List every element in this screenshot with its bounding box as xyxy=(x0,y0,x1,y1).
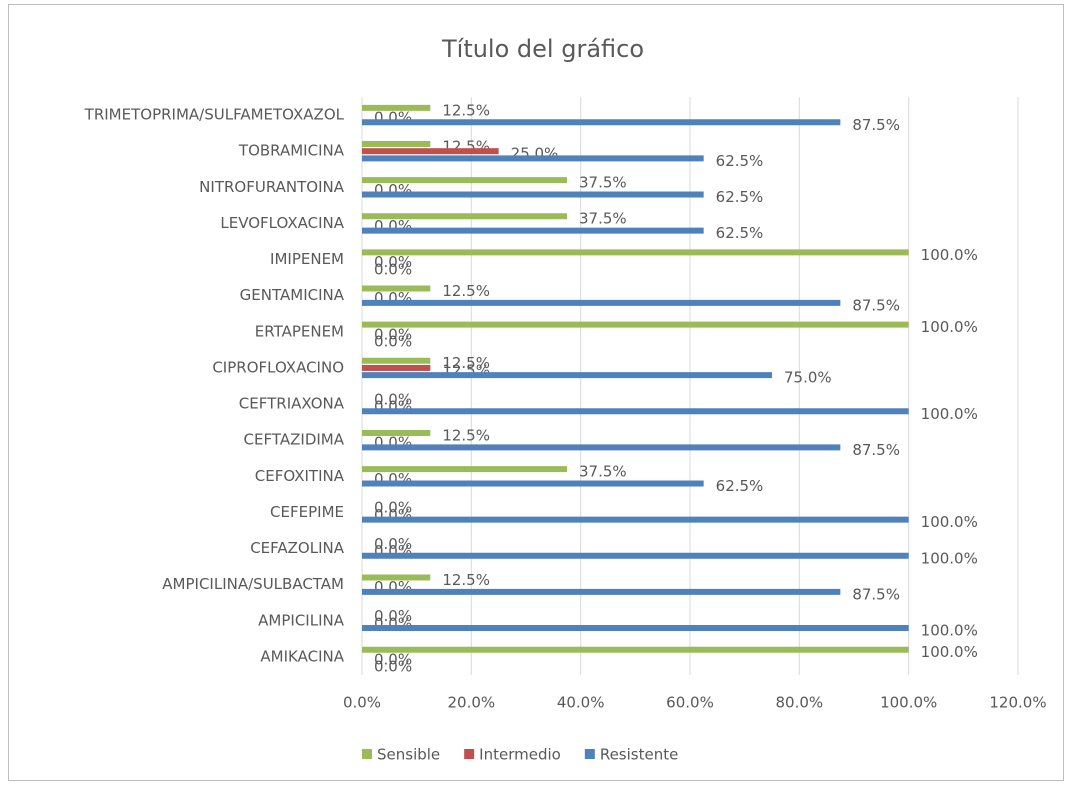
y-tick-label: TOBRAMICINA xyxy=(238,142,345,160)
x-tick-label: 100.0% xyxy=(880,694,937,712)
data-label: 100.0% xyxy=(921,246,978,264)
x-tick-label: 0.0% xyxy=(343,694,381,712)
bar xyxy=(362,148,499,155)
data-label: 87.5% xyxy=(852,296,900,314)
data-label: 75.0% xyxy=(784,369,832,387)
y-tick-label: AMIKACINA xyxy=(260,647,344,665)
data-label: 62.5% xyxy=(716,224,764,242)
data-label: 0.0% xyxy=(374,325,412,343)
data-label: 37.5% xyxy=(579,210,627,228)
bar xyxy=(362,444,841,451)
x-tick-label: 80.0% xyxy=(776,694,824,712)
data-label: 87.5% xyxy=(852,441,900,459)
bar xyxy=(362,429,431,436)
data-label: 37.5% xyxy=(579,174,627,192)
legend-swatch xyxy=(362,749,372,759)
data-label: 37.5% xyxy=(579,463,627,481)
y-tick-label: GENTAMICINA xyxy=(240,286,345,304)
data-label: 100.0% xyxy=(921,622,978,640)
chart-title: Título del gráfico xyxy=(441,35,644,63)
bar xyxy=(362,104,431,111)
data-label: 12.5% xyxy=(442,282,490,300)
legend-label: Intermedio xyxy=(479,746,561,764)
bar xyxy=(362,364,431,371)
data-label: 0.0% xyxy=(374,390,412,408)
data-label: 0.0% xyxy=(374,658,412,676)
data-label: 87.5% xyxy=(852,116,900,134)
y-tick-label: CEFOXITINA xyxy=(255,467,345,485)
data-label: 0.0% xyxy=(374,260,412,278)
data-label: 87.5% xyxy=(852,585,900,603)
bar xyxy=(362,574,431,581)
legend-label: Sensible xyxy=(377,746,440,764)
bar xyxy=(362,466,567,473)
data-label: 100.0% xyxy=(921,513,978,531)
bar xyxy=(362,588,841,595)
data-label: 100.0% xyxy=(921,549,978,567)
y-tick-label: ERTAPENEM xyxy=(255,322,344,340)
y-tick-label: CEFAZOLINA xyxy=(250,539,345,557)
data-label: 100.0% xyxy=(921,643,978,661)
y-tick-label: AMPICILINA xyxy=(258,611,345,629)
bar xyxy=(362,191,704,198)
legend-label: Resistente xyxy=(600,746,679,764)
bar xyxy=(362,646,909,653)
data-label: 62.5% xyxy=(716,477,764,495)
legend-swatch xyxy=(584,749,595,759)
data-label: 12.5% xyxy=(442,354,490,372)
data-label: 0.0% xyxy=(374,499,412,517)
y-tick-label: IMIPENEM xyxy=(270,250,344,268)
data-label: 12.5% xyxy=(442,101,490,119)
data-label: 0.0% xyxy=(374,535,412,553)
bar xyxy=(362,213,567,220)
y-tick-label: TRIMETOPRIMA/SULFAMETOXAZOL xyxy=(84,106,345,124)
x-tick-label: 20.0% xyxy=(448,694,496,712)
data-label: 0.0% xyxy=(374,253,412,271)
y-tick-label: CEFTRIAXONA xyxy=(239,395,345,413)
x-tick-label: 120.0% xyxy=(989,694,1046,712)
bar xyxy=(362,249,909,256)
data-label: 0.0% xyxy=(374,650,412,668)
bar xyxy=(362,357,431,364)
bar xyxy=(362,227,704,234)
bar xyxy=(362,177,567,184)
bar xyxy=(362,372,772,379)
x-tick-label: 40.0% xyxy=(557,694,605,712)
data-label: 12.5% xyxy=(442,571,490,589)
bar xyxy=(362,119,841,126)
bar xyxy=(362,299,841,306)
data-label: 62.5% xyxy=(716,188,764,206)
y-tick-label: CEFEPIME xyxy=(270,503,344,521)
data-label: 100.0% xyxy=(921,318,978,336)
bar xyxy=(362,140,431,147)
data-label: 0.0% xyxy=(374,607,412,625)
x-tick-label: 60.0% xyxy=(666,694,714,712)
bar xyxy=(362,408,909,415)
y-tick-label: NITROFURANTOINA xyxy=(199,178,345,196)
bar xyxy=(362,625,909,632)
bar xyxy=(362,321,909,328)
data-label: 12.5% xyxy=(442,426,490,444)
y-tick-label: CIPROFLOXACINO xyxy=(212,358,344,376)
data-label: 0.0% xyxy=(374,333,412,351)
bar xyxy=(362,480,704,487)
y-tick-label: CEFTAZIDIMA xyxy=(244,431,345,449)
y-tick-label: AMPICILINA/SULBACTAM xyxy=(162,575,344,593)
bar xyxy=(362,155,704,162)
data-label: 100.0% xyxy=(921,405,978,423)
y-tick-label: LEVOFLOXACINA xyxy=(220,214,344,232)
bar xyxy=(362,516,909,523)
legend-swatch xyxy=(464,749,475,759)
bar xyxy=(362,552,909,559)
data-label: 62.5% xyxy=(716,152,764,170)
bar xyxy=(362,285,431,292)
